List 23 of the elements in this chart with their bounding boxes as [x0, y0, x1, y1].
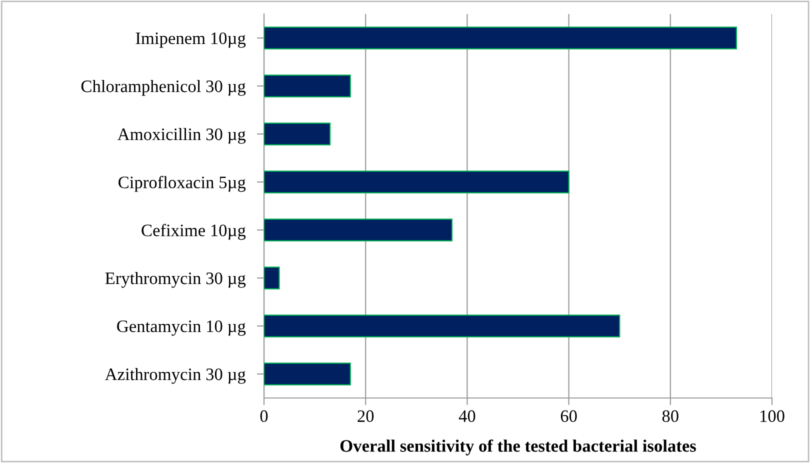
x-axis-title: Overall sensitivity of the tested bacterial isolates — [340, 439, 696, 456]
bar — [264, 26, 737, 50]
bar — [264, 170, 570, 194]
x-tick-label: 0 — [260, 410, 268, 422]
y-tick-label: Imipenem 10µg — [136, 32, 246, 48]
y-tick-label: Gentamycin 10 µg — [117, 320, 246, 336]
y-tick-label: Chloramphenicol 30 µg — [81, 80, 246, 96]
y-tick-label: Ciprofloxacin 5µg — [118, 176, 246, 192]
x-tick-label: 20 — [358, 410, 374, 422]
bar — [264, 266, 280, 290]
x-tick-label: 40 — [458, 410, 476, 422]
x-tick-label: 100 — [760, 410, 784, 422]
y-tick-label: Cefixime 10µg — [142, 224, 246, 240]
bar — [264, 122, 331, 146]
y-tick-label: Erythromycin 30 µg — [105, 272, 246, 288]
bar — [264, 218, 453, 242]
bar — [264, 314, 620, 338]
x-tick-label: 80 — [662, 410, 678, 422]
x-tick-label: 60 — [560, 410, 577, 422]
bar — [264, 74, 351, 98]
y-tick-label: Amoxicillin 30 µg — [117, 128, 246, 144]
y-tick-label: Azithromycin 30 µg — [104, 368, 246, 384]
bar — [264, 362, 351, 386]
